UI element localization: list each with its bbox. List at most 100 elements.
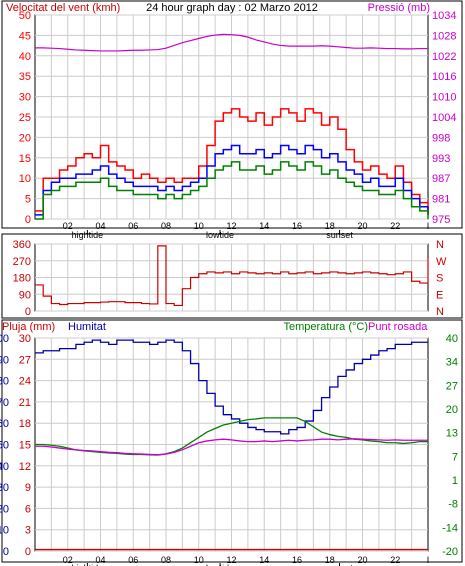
temperature-tick-label: 13 xyxy=(446,428,458,440)
rain-tick-label: 24 xyxy=(19,376,31,388)
x-tick-label: 06 xyxy=(128,555,138,565)
pressure-tick-label: 998 xyxy=(432,132,450,144)
compass-label: N xyxy=(436,306,444,318)
direction-tick-label: 90 xyxy=(19,289,31,301)
pressure-tick-label: 1004 xyxy=(432,112,456,124)
humidity-tick-label: 50 xyxy=(0,440,9,452)
wind-tick-label: 15 xyxy=(19,153,31,165)
x-tick-label: I xyxy=(427,555,430,565)
rain-tick-label: 18 xyxy=(19,418,31,430)
humidity-tick-label: 0 xyxy=(3,546,9,558)
x-tick-label: I xyxy=(427,221,430,231)
x-tick-label: 16 xyxy=(292,555,302,565)
pressure-axis-title: Pressió (mb) xyxy=(368,2,430,14)
series-gust-line xyxy=(35,144,429,216)
x-tick-label: 22 xyxy=(390,221,400,231)
rain-tick-label: 30 xyxy=(19,333,31,345)
event-label: hightide xyxy=(72,563,104,566)
humidity-tick-label: 40 xyxy=(0,461,9,473)
direction-tick-label: 180 xyxy=(13,273,31,285)
temperature-tick-label: 34 xyxy=(446,357,458,369)
pressure-tick-label: 993 xyxy=(432,153,450,165)
temperature-tick-label: 1 xyxy=(452,475,458,487)
x-tick-label: 18 xyxy=(325,221,335,231)
x-tick-label: 12 xyxy=(226,221,236,231)
rain-tick-label: 21 xyxy=(19,397,31,409)
pressure-tick-label: 1010 xyxy=(432,92,456,104)
temperature-tick-label: -8 xyxy=(448,499,458,511)
wind-tick-label: 30 xyxy=(19,92,31,104)
pressure-tick-label: 1028 xyxy=(432,30,456,42)
temperature-tick-label: 20 xyxy=(446,404,458,416)
wind-tick-label: 0 xyxy=(25,214,31,226)
x-tick-label: 10 xyxy=(194,221,204,231)
wind-tick-label: 35 xyxy=(19,71,31,83)
pressure-tick-label: 1034 xyxy=(432,10,456,22)
pressure-tick-label: 987 xyxy=(432,173,450,185)
x-tick-label: 08 xyxy=(161,555,171,565)
x-tick-label: 14 xyxy=(259,221,269,231)
wind-tick-label: 5 xyxy=(25,194,31,206)
temperature-axis-title: Temperatura (°C) xyxy=(284,321,368,333)
rain-tick-label: 0 xyxy=(25,546,31,558)
wind-tick-label: 40 xyxy=(19,51,31,63)
x-tick-label: 12 xyxy=(226,555,236,565)
temperature-tick-label: 40 xyxy=(446,333,458,345)
x-tick-label: 04 xyxy=(95,555,105,565)
humidity-tick-label: 80 xyxy=(0,376,9,388)
series-direction-line xyxy=(35,245,429,307)
direction-tick-label: 0 xyxy=(25,306,31,318)
humidity-tick-label: 60 xyxy=(0,418,9,430)
x-tick-label: 20 xyxy=(357,221,367,231)
x-tick-label: 10 xyxy=(194,555,204,565)
pressure-tick-label: 1022 xyxy=(432,51,456,63)
chart-title: 24 hour graph day : 02 Marzo 2012 xyxy=(146,2,318,14)
temperature-tick-label: -20 xyxy=(442,546,458,558)
x-tick-label: 06 xyxy=(128,221,138,231)
series-avg-line xyxy=(35,161,429,220)
compass-label: W xyxy=(436,256,447,268)
wind-tick-label: 50 xyxy=(19,10,31,22)
event-label: sunset xyxy=(326,230,353,240)
x-tick-label: 04 xyxy=(95,221,105,231)
pressure-tick-label: 1016 xyxy=(432,71,456,83)
event-label: lowtide xyxy=(206,563,234,566)
wind-tick-label: 20 xyxy=(19,132,31,144)
panel-3-border xyxy=(1,319,463,563)
series-dewpoint-line xyxy=(35,438,428,456)
humidity-tick-label: 20 xyxy=(0,503,9,515)
x-tick-label: 22 xyxy=(390,555,400,565)
dewpoint-legend: Punt rosada xyxy=(368,321,428,333)
series-pressure-line xyxy=(35,33,428,52)
wind-tick-label: 10 xyxy=(19,173,31,185)
pressure-tick-label: 975 xyxy=(432,214,450,226)
pressure-tick-label: 981 xyxy=(432,194,450,206)
temperature-tick-label: 7 xyxy=(452,451,458,463)
temperature-tick-label: -14 xyxy=(442,522,458,534)
wind-axis-title: Velocitat del vent (kmh) xyxy=(6,2,120,14)
event-label: sunset xyxy=(326,563,353,566)
compass-label: E xyxy=(436,289,443,301)
rain-tick-label: 12 xyxy=(19,461,31,473)
wind-tick-label: 25 xyxy=(19,112,31,124)
series-temperature-line xyxy=(35,417,428,456)
wind-tick-label: 45 xyxy=(19,30,31,42)
humidity-tick-label: 30 xyxy=(0,482,9,494)
x-tick-label: 16 xyxy=(292,221,302,231)
direction-tick-label: 270 xyxy=(13,256,31,268)
rain-tick-label: 6 xyxy=(25,503,31,515)
x-tick-label: 02 xyxy=(63,555,73,565)
x-tick-label: 18 xyxy=(325,555,335,565)
panel-2-border xyxy=(1,233,463,319)
panel-1-border xyxy=(1,0,463,229)
temperature-tick-label: 27 xyxy=(446,380,458,392)
x-tick-label: 02 xyxy=(63,221,73,231)
series-humidity-line xyxy=(35,339,428,435)
rain-tick-label: 3 xyxy=(25,525,31,537)
humidity-tick-label: 10 xyxy=(0,525,9,537)
x-tick-label: 14 xyxy=(259,555,269,565)
humidity-tick-label: 90 xyxy=(0,354,9,366)
compass-label: S xyxy=(436,273,443,285)
